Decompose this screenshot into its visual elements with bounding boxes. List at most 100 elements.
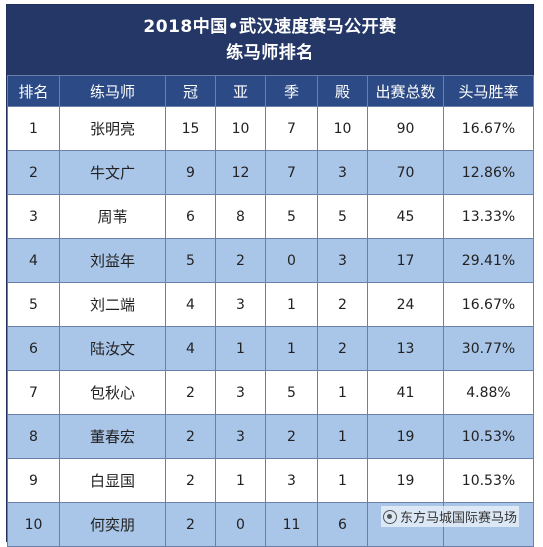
- starts-cell: 70: [367, 150, 444, 195]
- second-cell: 1: [215, 326, 266, 371]
- table-row: 7 包秋心 2 3 5 1 41 4.88%: [7, 370, 534, 415]
- starts-cell: 19: [367, 414, 444, 459]
- fourth-cell: 3: [317, 238, 368, 283]
- trainer-cell: 周苇: [59, 194, 166, 239]
- title-line-2: 练马师排名: [226, 43, 314, 63]
- trainer-cell: 何奕朋: [59, 502, 166, 547]
- third-cell: 5: [265, 194, 318, 239]
- trainer-cell: 白显国: [59, 458, 166, 503]
- fourth-cell: 1: [317, 414, 368, 459]
- third-cell: 2: [265, 414, 318, 459]
- fourth-cell: 1: [317, 458, 368, 503]
- first-cell: 15: [165, 106, 216, 151]
- column-header-trainer: 练马师: [59, 75, 166, 107]
- table-row: 2 牛文广 9 12 7 3 70 12.86%: [7, 150, 534, 195]
- rank-cell: 7: [7, 370, 60, 415]
- second-cell: 1: [215, 458, 266, 503]
- win-rate-cell: 16.67%: [443, 282, 534, 327]
- column-header-fourth: 殿: [317, 75, 368, 107]
- watermark-text: 东方马城国际赛马场: [399, 511, 517, 526]
- fourth-cell: 2: [317, 282, 368, 327]
- table-row: 8 董春宏 2 3 2 1 19 10.53%: [7, 414, 534, 459]
- first-cell: 2: [165, 458, 216, 503]
- win-rate-cell: 10.53%: [443, 414, 534, 459]
- win-rate-cell: 10.53%: [443, 458, 534, 503]
- second-cell: 0: [215, 502, 266, 547]
- column-header-win-rate: 头马胜率: [443, 75, 534, 107]
- fourth-cell: 10: [317, 106, 368, 151]
- win-rate-cell: 29.41%: [443, 238, 534, 283]
- trainer-cell: 张明亮: [59, 106, 166, 151]
- win-rate-cell: 12.86%: [443, 150, 534, 195]
- second-cell: 12: [215, 150, 266, 195]
- first-cell: 5: [165, 238, 216, 283]
- starts-cell: 41: [367, 370, 444, 415]
- table-row: 4 刘益年 5 2 0 3 17 29.41%: [7, 238, 534, 283]
- third-cell: 7: [265, 150, 318, 195]
- rank-cell: 1: [7, 106, 60, 151]
- rank-cell: 9: [7, 458, 60, 503]
- table-row: 6 陆汝文 4 1 1 2 13 30.77%: [7, 326, 534, 371]
- win-rate-cell: 13.33%: [443, 194, 534, 239]
- table-row: 1 张明亮 15 10 7 10 90 16.67%: [7, 106, 534, 151]
- first-cell: 9: [165, 150, 216, 195]
- win-rate-cell: 16.67%: [443, 106, 534, 151]
- second-cell: 10: [215, 106, 266, 151]
- trainer-cell: 包秋心: [59, 370, 166, 415]
- column-header-third: 季: [265, 75, 318, 107]
- third-cell: 0: [265, 238, 318, 283]
- table-row: 9 白显国 2 1 3 1 19 10.53%: [7, 458, 534, 503]
- third-cell: 1: [265, 282, 318, 327]
- rank-cell: 10: [7, 502, 60, 547]
- third-cell: 7: [265, 106, 318, 151]
- table-row: 5 刘二端 4 3 1 2 24 16.67%: [7, 282, 534, 327]
- column-header-second: 亚: [215, 75, 266, 107]
- table-title: 2018中国•武汉速度赛马公开赛 练马师排名: [7, 5, 533, 75]
- rank-cell: 2: [7, 150, 60, 195]
- first-cell: 2: [165, 370, 216, 415]
- header-row: 排名 练马师 冠 亚 季 殿 出赛总数 头马胜率: [7, 75, 534, 107]
- trainer-cell: 牛文广: [59, 150, 166, 195]
- win-rate-cell: 30.77%: [443, 326, 534, 371]
- trainer-cell: 陆汝文: [59, 326, 166, 371]
- second-cell: 3: [215, 414, 266, 459]
- third-cell: 3: [265, 458, 318, 503]
- trainer-ranking-table: 排名 练马师 冠 亚 季 殿 出赛总数 头马胜率 1 张明亮 15 10 7 1…: [7, 75, 534, 547]
- starts-cell: 19: [367, 458, 444, 503]
- rank-cell: 4: [7, 238, 60, 283]
- first-cell: 4: [165, 282, 216, 327]
- trainer-cell: 董春宏: [59, 414, 166, 459]
- second-cell: 3: [215, 282, 266, 327]
- title-line-1: 2018中国•武汉速度赛马公开赛: [143, 17, 397, 37]
- win-rate-cell: 4.88%: [443, 370, 534, 415]
- first-cell: 2: [165, 414, 216, 459]
- starts-cell: 90: [367, 106, 444, 151]
- third-cell: 1: [265, 326, 318, 371]
- fourth-cell: 1: [317, 370, 368, 415]
- starts-cell: 17: [367, 238, 444, 283]
- starts-cell: 24: [367, 282, 444, 327]
- column-header-rank: 排名: [7, 75, 60, 107]
- column-header-starts: 出赛总数: [367, 75, 444, 107]
- rank-cell: 3: [7, 194, 60, 239]
- starts-cell: 13: [367, 326, 444, 371]
- rank-cell: 5: [7, 282, 60, 327]
- ranking-table-card: 2018中国•武汉速度赛马公开赛 练马师排名 排名 练马师 冠 亚 季 殿 出赛…: [6, 4, 534, 547]
- trainer-cell: 刘二端: [59, 282, 166, 327]
- second-cell: 8: [215, 194, 266, 239]
- starts-cell: 45: [367, 194, 444, 239]
- fourth-cell: 5: [317, 194, 368, 239]
- first-cell: 6: [165, 194, 216, 239]
- source-watermark: 东方马城国际赛马场: [380, 506, 519, 527]
- table-row: 3 周苇 6 8 5 5 45 13.33%: [7, 194, 534, 239]
- rank-cell: 6: [7, 326, 60, 371]
- trainer-cell: 刘益年: [59, 238, 166, 283]
- third-cell: 5: [265, 370, 318, 415]
- first-cell: 4: [165, 326, 216, 371]
- fourth-cell: 2: [317, 326, 368, 371]
- third-cell: 11: [265, 502, 318, 547]
- wechat-logo-icon: [382, 509, 397, 524]
- fourth-cell: 6: [317, 502, 368, 547]
- second-cell: 3: [215, 370, 266, 415]
- column-header-first: 冠: [165, 75, 216, 107]
